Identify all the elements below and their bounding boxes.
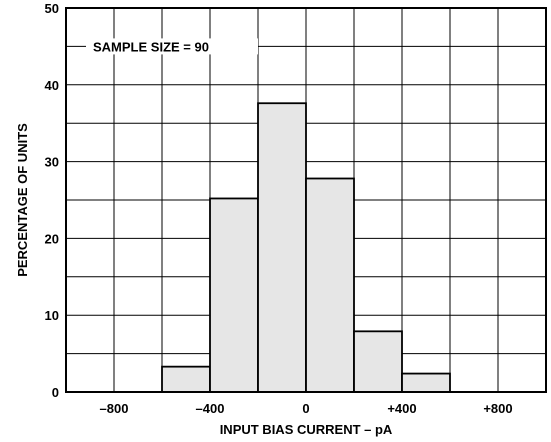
histogram-bar <box>353 330 403 393</box>
y-axis-label: PERCENTAGE OF UNITS <box>15 123 30 277</box>
x-tick-label: +800 <box>483 401 512 416</box>
histogram-bar <box>401 372 451 393</box>
x-tick-label: –800 <box>100 401 129 416</box>
histogram-bar <box>209 197 259 393</box>
x-tick-label: +400 <box>387 401 416 416</box>
histogram-bar <box>161 365 211 393</box>
x-axis-label: INPUT BIAS CURRENT – pA <box>220 422 393 437</box>
x-tick-label: 0 <box>302 401 309 416</box>
sample-size-annotation: SAMPLE SIZE = 90 <box>93 39 209 54</box>
y-tick-label: 10 <box>45 308 59 323</box>
x-tick-labels: –800 –400 0 +400 +800 <box>100 401 513 416</box>
annotation-background <box>86 38 258 55</box>
y-tick-label: 50 <box>45 1 59 16</box>
y-tick-label: 30 <box>45 155 59 170</box>
y-tick-label: 40 <box>45 78 59 93</box>
y-tick-label: 0 <box>52 385 59 400</box>
histogram-bar <box>257 102 307 393</box>
histogram-bars <box>161 102 451 393</box>
y-tick-label: 20 <box>45 231 59 246</box>
x-tick-label: –400 <box>196 401 225 416</box>
y-tick-labels: 0 10 20 30 40 50 <box>45 1 59 400</box>
histogram-bar <box>305 177 355 393</box>
sample-size-annotation-group: SAMPLE SIZE = 90 <box>86 38 258 55</box>
plot-frame <box>65 7 547 393</box>
